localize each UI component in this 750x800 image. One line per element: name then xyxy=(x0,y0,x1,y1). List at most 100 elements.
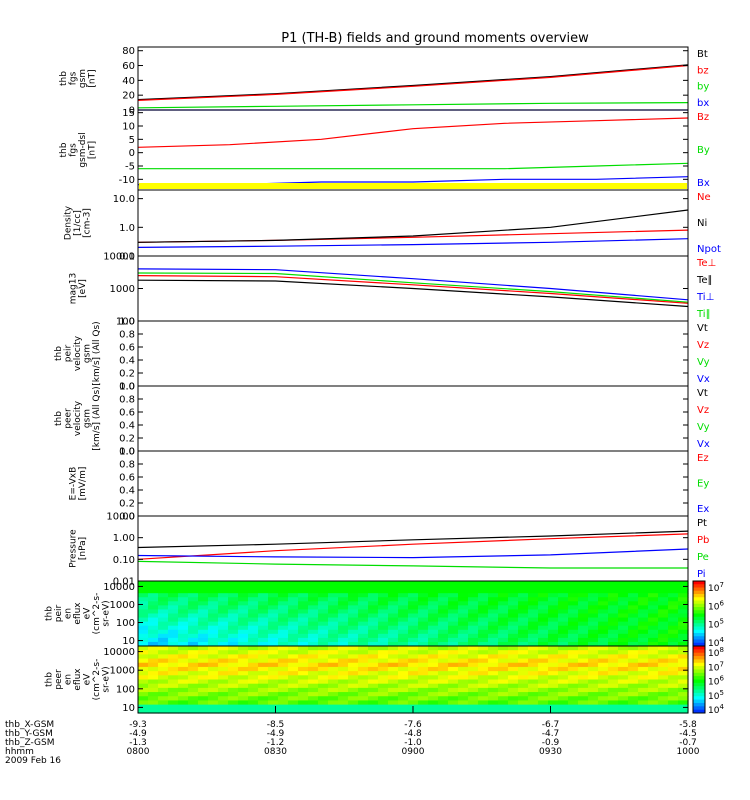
spectrogram-cell xyxy=(578,593,589,598)
spectrogram-cell xyxy=(508,593,519,598)
spectrogram-cell xyxy=(588,675,599,681)
spectrogram-cell xyxy=(148,704,159,710)
spectrogram-cell xyxy=(278,662,289,668)
spectrogram-cell xyxy=(388,671,399,676)
spectrogram-cell xyxy=(358,683,369,689)
spectrogram-cell xyxy=(378,700,389,706)
spectrogram-cell xyxy=(398,671,409,676)
spectrogram-cell xyxy=(638,662,649,668)
spectrogram-cell xyxy=(408,666,419,672)
spectrogram-cell xyxy=(218,629,229,635)
spectrogram-cell xyxy=(228,601,239,606)
y-tick-label: -10 xyxy=(119,175,135,186)
spectrogram-cell xyxy=(178,704,189,710)
spectrogram-cell xyxy=(288,629,299,635)
spectrogram-cell xyxy=(168,675,179,681)
y-tick-label: 0.2 xyxy=(119,499,135,510)
spectrogram-cell xyxy=(548,662,559,668)
spectrogram-cell xyxy=(158,658,169,664)
spectrogram-cell xyxy=(658,692,669,697)
spectrogram-cell xyxy=(668,666,679,672)
spectrogram-cell xyxy=(468,637,479,643)
spectrogram-cell xyxy=(248,601,259,606)
spectrogram-cell xyxy=(358,613,369,619)
spectrogram-cell xyxy=(668,629,679,635)
y-axis-label: eflux xyxy=(73,668,83,691)
spectrogram-cell xyxy=(448,700,459,706)
spectrogram-cell xyxy=(198,637,209,643)
y-tick-label: 20 xyxy=(122,91,135,102)
spectrogram-cell xyxy=(548,601,559,606)
x-row-value: 0900 xyxy=(402,747,425,757)
spectrogram-cell xyxy=(228,629,239,635)
legend-Ex: Ex xyxy=(697,504,709,515)
spectrogram-cell xyxy=(218,646,229,651)
spectrogram-cell xyxy=(238,589,249,594)
spectrogram-cell xyxy=(518,675,529,681)
spectrogram-cell xyxy=(628,609,639,615)
spectrogram-cell xyxy=(248,629,259,635)
spectrogram-cell xyxy=(618,593,629,598)
spectrogram-cell xyxy=(558,581,569,586)
spectrogram-cell xyxy=(348,658,359,664)
spectrogram-cell xyxy=(598,621,609,627)
spectrogram-cell xyxy=(228,605,239,611)
spectrogram-cell xyxy=(188,613,199,619)
spectrogram-cell xyxy=(288,696,299,702)
spectrogram-cell xyxy=(598,692,609,697)
spectrogram-cell xyxy=(358,687,369,693)
spectrogram-cell xyxy=(648,692,659,697)
spectrogram-cell xyxy=(328,597,339,602)
spectrogram-cell xyxy=(138,654,149,660)
spectrogram-cell xyxy=(328,641,339,647)
spectrogram-cell xyxy=(388,692,399,697)
series-Bt xyxy=(137,64,689,101)
spectrogram-cell xyxy=(508,613,519,619)
spectrogram-cell xyxy=(398,654,409,660)
spectrogram-cell xyxy=(348,700,359,706)
spectrogram-cell xyxy=(528,704,539,710)
spectrogram-cell xyxy=(658,671,669,676)
spectrogram-cell xyxy=(578,658,589,664)
spectrogram-cell xyxy=(388,708,399,714)
colorbar-segment xyxy=(693,642,705,647)
spectrogram-cell xyxy=(208,679,219,685)
spectrogram-cell xyxy=(408,613,419,619)
spectrogram-cell xyxy=(488,683,499,689)
spectrogram-cell xyxy=(338,662,349,668)
spectrogram-cell xyxy=(278,589,289,594)
spectrogram-cell xyxy=(498,675,509,681)
spectrogram-cell xyxy=(448,646,459,651)
spectrogram-cell xyxy=(248,650,259,655)
spectrogram-cell xyxy=(588,646,599,651)
spectrogram-cell xyxy=(588,633,599,639)
spectrogram-cell xyxy=(288,593,299,598)
colorbar-tick-exponent: 4 xyxy=(719,703,724,711)
spectrogram-cell xyxy=(268,687,279,693)
spectrogram-cell xyxy=(208,662,219,668)
spectrogram-cell xyxy=(478,617,489,623)
spectrogram-cell xyxy=(568,687,579,693)
spectrogram-cell xyxy=(328,646,339,651)
spectrogram-cell xyxy=(278,625,289,631)
spectrogram-cell xyxy=(218,654,229,660)
spectrogram-cell xyxy=(308,704,319,710)
spectrogram-cell xyxy=(568,617,579,623)
spectrogram-cell xyxy=(488,585,499,590)
spectrogram-cell xyxy=(628,625,639,631)
spectrogram-cell xyxy=(468,683,479,689)
spectrogram-cell xyxy=(508,654,519,660)
spectrogram-cell xyxy=(168,696,179,702)
spectrogram-cell xyxy=(328,666,339,672)
spectrogram-cell xyxy=(578,696,589,702)
spectrogram-cell xyxy=(298,666,309,672)
spectrogram-cell xyxy=(248,658,259,664)
spectrogram-cell xyxy=(558,654,569,660)
spectrogram-cell xyxy=(458,581,469,586)
colorbar-tick-label: 105 xyxy=(708,689,724,702)
spectrogram-cell xyxy=(668,671,679,676)
y-tick-label: 0.10 xyxy=(113,555,135,566)
spectrogram-cell xyxy=(168,679,179,685)
spectrogram-cell xyxy=(548,597,559,602)
spectrogram-cell xyxy=(598,641,609,647)
